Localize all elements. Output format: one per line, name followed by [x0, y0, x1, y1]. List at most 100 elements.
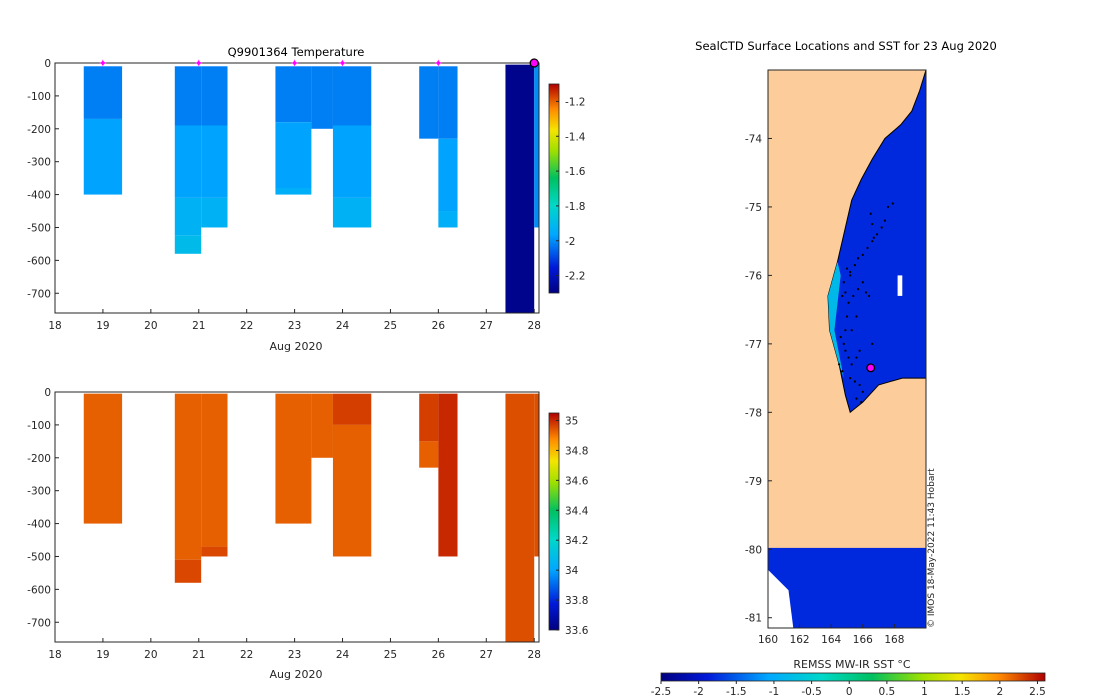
- profile-marker: ✦: [98, 57, 107, 70]
- seal-position-dot: [861, 390, 864, 393]
- colorbar-tick-label: 34.8: [565, 445, 588, 457]
- colorbar-tick-label: 34.4: [565, 505, 589, 517]
- x-tick-label: 27: [480, 320, 493, 332]
- seal-position-dot: [849, 274, 852, 277]
- seal-position-dot: [855, 356, 858, 359]
- y-tick-label: -400: [27, 519, 51, 531]
- profile-cell: [275, 122, 312, 188]
- profile-cell: [174, 66, 202, 126]
- seal-position-dot: [858, 349, 861, 352]
- x-tick-label: 28: [528, 320, 541, 332]
- profile-cell: [311, 66, 333, 129]
- map-x-tick-label: 160: [758, 634, 778, 646]
- sst-colorbar-tick-label: 2.5: [1029, 686, 1046, 698]
- y-tick-label: -200: [27, 453, 51, 465]
- x-tick-label: 24: [336, 320, 350, 332]
- seal-position-dot: [869, 212, 872, 215]
- profile-cell: [534, 393, 539, 557]
- temperature-colorbar-ticks: -1.2 -1.4 -1.6 -1.8 -2 -2.2: [556, 96, 586, 283]
- y-tick-label: -100: [27, 420, 51, 432]
- sst-colorbar-tick-label: -2.5: [651, 686, 672, 698]
- seal-position-dot: [847, 356, 850, 359]
- map-y-tick-label: -80: [745, 544, 762, 556]
- profile-marker: ✦: [338, 57, 347, 70]
- seal-position-dot: [864, 291, 868, 294]
- profile-cell: [332, 66, 372, 126]
- seal-position-dot: [841, 370, 844, 373]
- salinity-colorbar-ticks: 35 34.8 34.6 34.4 34.2 34 33.8 33.6: [556, 415, 589, 637]
- seal-position-dot: [872, 236, 875, 239]
- profile-cell: [275, 393, 312, 524]
- salinity-xlabel: Aug 2020: [270, 668, 323, 681]
- x-tick-label: 21: [192, 320, 205, 332]
- x-tick-label: 27: [480, 649, 493, 661]
- colorbar-tick-label: -2: [565, 236, 575, 248]
- seal-position-dot: [875, 233, 879, 236]
- profile-cell: [438, 66, 458, 139]
- seal-position-dot: [845, 315, 849, 318]
- map-y-tick-label: -78: [745, 407, 762, 419]
- seal-position-dot: [850, 363, 853, 366]
- map-y-tick-label: -76: [745, 270, 762, 282]
- map-x-ticks: 160 162 164 166 168: [758, 624, 904, 646]
- x-tick-label: 22: [240, 320, 253, 332]
- seal-position-dot: [847, 301, 850, 304]
- colorbar-tick-label: -1.8: [565, 201, 586, 213]
- x-tick-label: 23: [288, 649, 301, 661]
- y-tick-label: 0: [44, 387, 51, 399]
- salinity-x-ticks: 18 19 20 21 22 23 24 25 26 27 28: [48, 638, 541, 661]
- profile-cell: [83, 393, 123, 524]
- colorbar-tick-label: 33.8: [565, 595, 588, 607]
- map-y-tick-label: -74: [745, 133, 762, 145]
- salinity-panel: 0 -100 -200 -300 -400 -500 -600 -700 18 19 20 21 22…: [27, 387, 589, 681]
- sst-colorbar-tick-label: 0: [846, 686, 853, 698]
- map-title: SealCTD Surface Locations and SST for 23…: [695, 39, 997, 53]
- y-tick-label: -300: [27, 486, 51, 498]
- x-tick-label: 25: [384, 649, 397, 661]
- seal-position-dot: [853, 380, 857, 383]
- x-tick-label: 28: [528, 649, 541, 661]
- seal-position-dot: [852, 294, 855, 298]
- no-data-patch: [897, 275, 903, 296]
- map-y-ticks: -74 -75 -76 -77 -78 -79 -80 -81: [745, 133, 772, 625]
- y-tick-label: -200: [27, 124, 51, 136]
- profile-cell: [311, 393, 333, 458]
- seal-position-dot: [860, 400, 863, 404]
- temperature-colorbar: [548, 83, 560, 294]
- colorbar-tick-label: 33.6: [565, 625, 589, 637]
- x-tick-label: 23: [288, 320, 301, 332]
- seal-position-dot: [866, 246, 869, 250]
- profile-marker: ✦: [194, 57, 203, 70]
- x-tick-label: 22: [240, 649, 253, 661]
- southern-sst-strip: [768, 547, 926, 628]
- seal-position-dot: [853, 264, 857, 267]
- salinity-y-ticks: 0 -100 -200 -300 -400 -500 -600 -700: [27, 387, 59, 629]
- southern-no-data: [768, 569, 794, 628]
- map-axes-frame: [767, 69, 927, 629]
- colorbar-tick-label: -1.4: [565, 131, 586, 143]
- x-tick-label: 20: [144, 320, 157, 332]
- seal-position-dot: [844, 329, 847, 332]
- profile-cell: [438, 138, 458, 212]
- profile-cell: [332, 393, 372, 425]
- profile-cell: [438, 211, 458, 228]
- sst-colorbar-tick-label: -1: [769, 686, 779, 698]
- seal-position-dot: [849, 376, 852, 380]
- temperature-title: Q9901364 Temperature: [228, 45, 365, 59]
- profile-cell: [201, 125, 228, 198]
- profile-cell: [174, 559, 202, 583]
- profile-cell: [332, 424, 372, 557]
- seal-position-dot: [844, 291, 847, 294]
- seal-position-dot: [891, 202, 894, 205]
- profile-cell: [174, 235, 202, 254]
- map-x-tick-label: 166: [853, 634, 873, 646]
- profile-cell: [275, 66, 312, 123]
- profile-cell: [201, 66, 228, 126]
- seal-position-dot: [871, 342, 874, 345]
- seal-position-dot: [844, 349, 847, 352]
- y-tick-label: -300: [27, 157, 51, 169]
- x-tick-label: 19: [96, 649, 109, 661]
- seal-position-dot: [845, 267, 849, 270]
- seal-position-dot: [841, 294, 844, 298]
